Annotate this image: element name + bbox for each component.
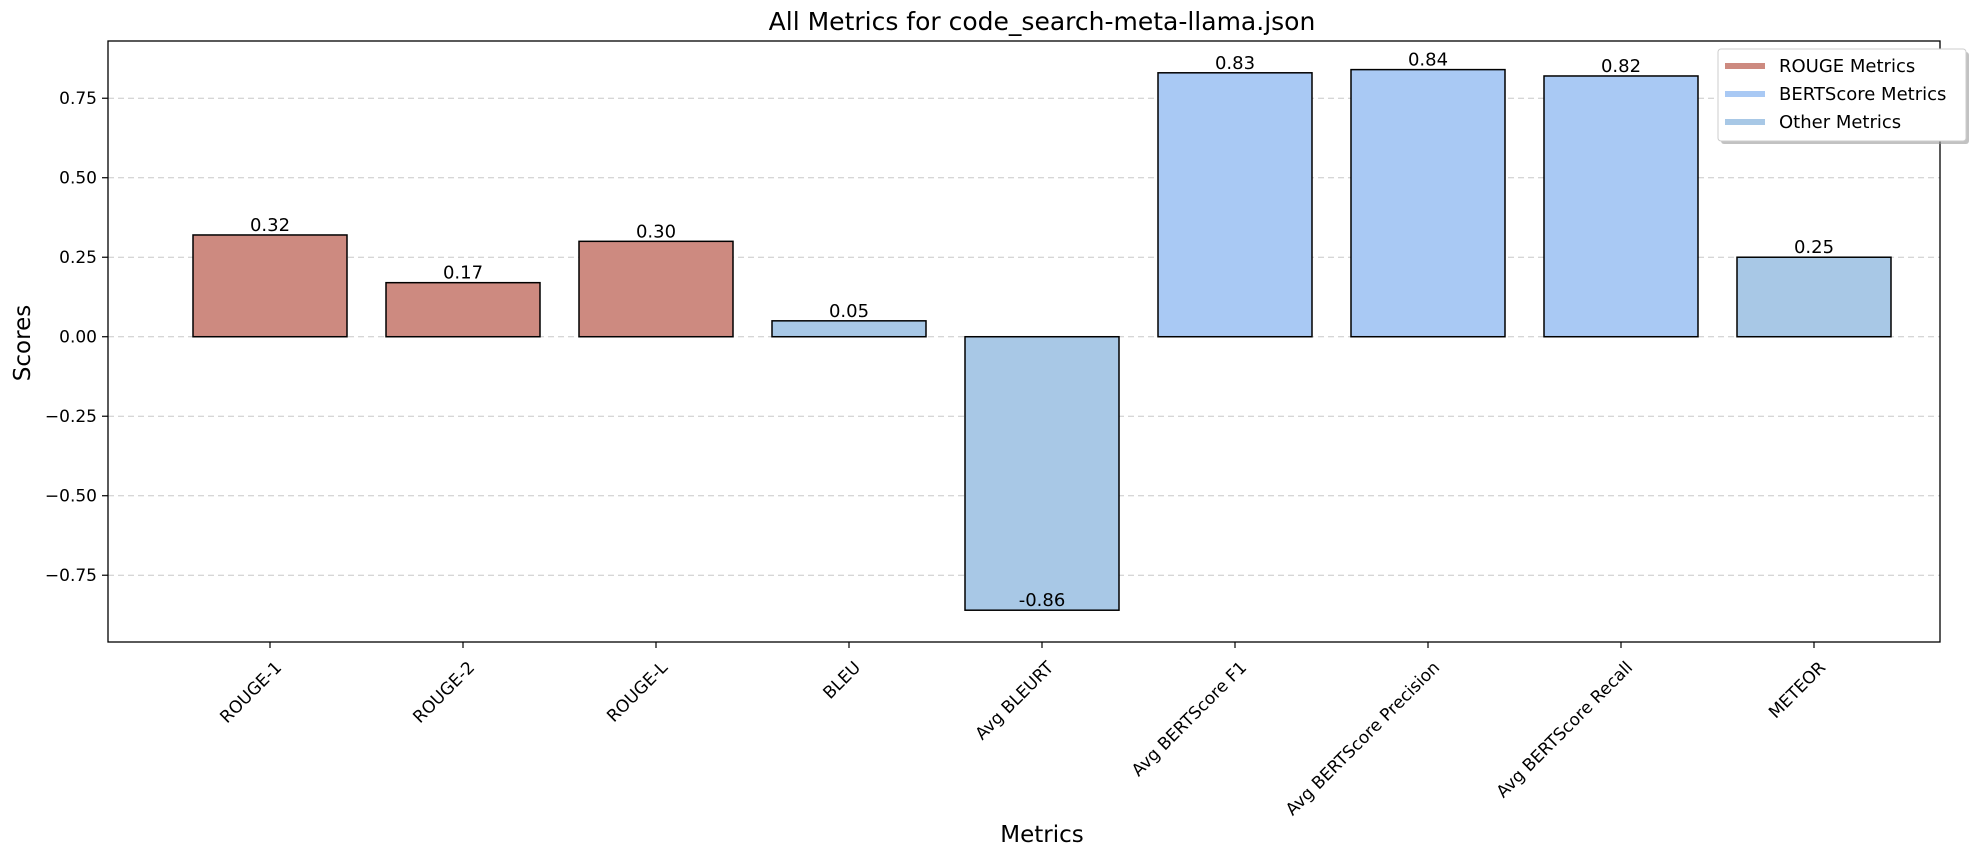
x-axis-label: Metrics [1000, 822, 1084, 848]
legend-label: Other Metrics [1779, 112, 1901, 133]
legend-label: BERTScore Metrics [1779, 84, 1946, 105]
chart-title: All Metrics for code_search-meta-llama.j… [769, 7, 1316, 36]
bar-rouge-2 [385, 281, 541, 338]
x-tick-label: Avg BERTScore Precision [1282, 658, 1444, 820]
x-tick-label: ROUGE-L [603, 658, 672, 727]
y-axis-ticks: −0.75 −0.50 −0.25 0.00 0.25 0.50 0.75 [45, 89, 108, 586]
data-label: 0.17 [443, 263, 483, 284]
y-tick-label: 0.75 [59, 89, 97, 109]
data-labels: 0.32 0.17 0.30 0.05 -0.86 0.83 0.84 0.82 0.25 [250, 50, 1834, 612]
y-tick-label: −0.75 [45, 566, 97, 586]
x-tick-label: Avg BERTScore Recall [1493, 658, 1637, 802]
data-label: 0.30 [636, 221, 676, 242]
x-tick-label: BLEU [820, 658, 865, 703]
bar-rouge-1 [192, 234, 348, 338]
y-tick-label: 0.50 [59, 169, 97, 189]
data-label: -0.86 [1019, 590, 1066, 611]
bar-meteor [1736, 256, 1892, 338]
data-label: 0.84 [1408, 50, 1448, 71]
bar-rouge-l [578, 240, 734, 338]
data-label: 0.82 [1601, 56, 1641, 77]
y-tick-label: −0.50 [45, 487, 97, 507]
data-label: 0.05 [829, 301, 869, 322]
x-tick-label: METEOR [1765, 658, 1830, 723]
y-tick-label: −0.25 [45, 407, 97, 427]
y-tick-label: 0.00 [59, 328, 97, 348]
plot-frame [107, 40, 1941, 643]
legend-label: ROUGE Metrics [1779, 56, 1915, 77]
x-tick-label: Avg BLEURT [972, 657, 1059, 744]
bar-avg-bertscore-precision [1350, 68, 1506, 338]
y-tick-label: 0.25 [59, 248, 97, 268]
x-tick-label: ROUGE-1 [216, 658, 286, 728]
legend: ROUGE Metrics BERTScore Metrics Other Metr… [1717, 48, 1969, 144]
x-tick-label: Avg BERTScore F1 [1128, 658, 1251, 781]
bar-bleu [771, 320, 927, 338]
data-label: 0.32 [250, 215, 290, 236]
y-axis-label: Scores [10, 305, 36, 381]
legend-box [1717, 48, 1967, 142]
x-axis-ticks: ROUGE-1 ROUGE-2 ROUGE-L BLEU Avg BLEURT Avg B… [216, 642, 1830, 820]
bar-avg-bleurt [964, 335, 1120, 611]
bar-avg-bertscore-recall [1543, 75, 1699, 338]
bars [192, 68, 1892, 611]
data-label: 0.83 [1215, 53, 1255, 74]
data-label: 0.25 [1794, 237, 1834, 258]
bar-avg-bertscore-f1 [1157, 72, 1313, 338]
x-tick-label: ROUGE-2 [409, 658, 479, 728]
